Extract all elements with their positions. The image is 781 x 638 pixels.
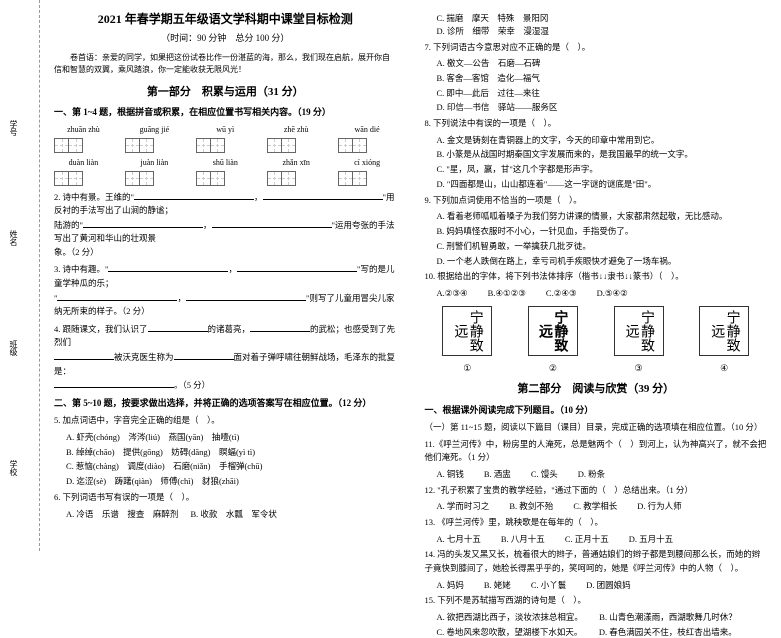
q8c: C. "星，凤，嬴，甘"这几个字都是形声字。 [437,163,768,176]
part2-header: 第二部分 阅读与欣赏（39 分） [425,381,768,398]
pinyin: zhē zhù [267,124,326,136]
pinyin-row-2: duàn liàn juàn liàn shū liàn zhǎn xīn cí… [54,157,397,169]
q14-opts: A. 妈妈 B. 姥姥 C. 小丫鬟 D. 团圆娘妈 [437,579,768,592]
question-6: 6. 下列词语书写有误的一项是（ ）。 [54,491,397,505]
q7d: D. 印信—书信 驿站——服务区 [437,101,768,114]
q9a: A. 看着老师呱呱着嗓子为我们努力讲课的情景，大家都肃然起敬，无比感动。 [437,210,768,223]
question-9: 9. 下列加点词使用不恰当的一项是（ ）。 [425,194,768,208]
q11-opts: A. 铜钱 B. 酒盅 C. 馒头 D. 粉条 [437,468,768,481]
question-8: 8. 下列说法中有误的一项是（ ）。 [425,117,768,131]
q15a: A. 欲把西湖比西子，淡妆浓抹总相宜。 B. 山青色潮漾雨，西湖歌舞几时休？ [437,611,768,624]
q9c: C. 刑警们机智勇敢，一举擒获几批歹徒。 [437,240,768,253]
question-12: 12. "孔子积累了宝贵的教学经验，"通过下面的（ ）总结出来。（1 分） [425,484,768,498]
q5-10-header: 二、第 5~10 题，按要求做出选择，并将正确的选项答案写在相应位置。（12 分… [54,397,397,411]
calli-numbers: ① ② ③ ④ [425,362,768,376]
question-5: 5. 加点词语中，字音完全正确的组是（ ）。 [54,414,397,428]
calli-2: 宁静致远 [528,306,578,356]
q5-opt-c: C. 惹恼(chàng) 调度(diào) 石磨(niǎn) 手榴弹(chū) [66,460,397,473]
pinyin: zhǎn xīn [267,157,326,169]
q8a: A. 金文是铸刻在青铜器上的文字，今天的印章中常用到它。 [437,134,768,147]
pinyin: guāng jié [125,124,184,136]
q15c: C. 卷地风来忽吹散，望湖楼下水如天。 D. 春色满园关不住，枝红杏出墙来。 [437,626,768,638]
right-column: C. 揣磨 摩天 特殊 景阳冈 D. 诊所 细带 荣幸 漫湿湿 7. 下列词语古… [411,0,781,551]
calli-3: 宁静致远 [614,306,664,356]
pinyin: duàn liàn [54,157,113,169]
binding-margin: 学号 姓名 班级 学校 [0,0,40,551]
pinyin-row-1: zhuān zhù guāng jié wū yì zhē zhù wān di… [54,124,397,136]
pinyin: juàn liàn [125,157,184,169]
calli-4: 宁静致远 [699,306,749,356]
pinyin: wū yì [196,124,255,136]
q11-15-intro: （一）第 11~15 题，阅读以下篇目（课目）目录，完成正确的选项填在相应位置。… [425,421,768,435]
question-11: 11.《呼兰河传》中，粉房里的人淹死，总是魅两个（ ）到河上，认为神高兴了，就不… [425,438,768,465]
q8d: D. "四面都是山，山山都连着"——这一字谜的谜底是"田"。 [437,178,768,191]
exam-page: 学号 姓名 班级 学校 2021 年春学期五年级语文学科期中课堂目标检测 （时间… [0,0,781,551]
tian-grid-row-2 [54,171,397,186]
intro-text: 卷首语：亲爱的同学，如果把这份试卷比作一份湛蓝的海，那么，我们现在启航，展开你自… [54,52,397,76]
label-number: 学号 [8,120,19,136]
q7c: C. 即中—此后 过往—来往 [437,87,768,100]
label-school: 学校 [8,460,19,476]
q6-opts-cd: C. 揣磨 摩天 特殊 景阳冈 D. 诊所 细带 荣幸 漫湿湿 [437,12,768,38]
q13-opts: A. 七月十五 B. 八月十五 C. 正月十五 D. 五月十五 [437,533,768,546]
part2-sub1: 一、根据课外阅读完成下列题目。（10 分） [425,404,768,418]
pinyin: wān dié [338,124,397,136]
question-15: 15. 下列不是苏轼描写西湖的诗句是（ ）。 [425,594,768,608]
tian-grid-row-1 [54,138,397,153]
question-7: 7. 下列词语古今意思对应不正确的是（ ）。 [425,41,768,55]
question-10: 10. 根据给出的字体，将下列书法体排序（楷书↓↓隶书↓↓篆书）（ ）。 [425,270,768,284]
q5-opt-a: A. 虾壳(chóng) 涔涔(liú) 燕国(yān) 抽噎(tì) [66,431,397,444]
q5-opt-b: B. 绰绰(chāo) 提供(gōng) 妨碍(dāng) 瞑蝠(yì tì) [66,446,397,459]
left-column: 2021 年春学期五年级语文学科期中课堂目标检测 （时间：90 分钟 总分 10… [40,0,411,551]
q7a: A. 檄文—公告 石磨—石碑 [437,57,768,70]
label-class: 班级 [8,340,19,356]
q5-opt-d: D. 迄涩(sè) 踌躇(qiàn) 师傅(chì) 豺狼(zhāi) [66,475,397,488]
question-3: 3. 诗中有趣。"，"写的是儿童学种瓜的乐； "，"则写了儿童用冒尖儿家纳无所束… [54,262,397,318]
q6-opts: A. 冷语 乐谱 搜查 麻醉剂 B. 收款 水瓢 军令状 [66,508,397,521]
question-13: 13. 《呼兰河传》里，跳秧歌是在每年的（ ）。 [425,516,768,530]
part1-header: 第一部分 积累与运用（31 分） [54,84,397,101]
exam-title: 2021 年春学期五年级语文学科期中课堂目标检测 [54,10,397,28]
q10-options: A.②③④ B.④①②③ C.②④③ D.⑤④② [437,287,768,300]
q9d: D. 一个老人跌倒在路上，幸亏司机手疾眼快才避免了一场车祸。 [437,255,768,268]
time-info: （时间：90 分钟 总分 100 分） [54,32,397,46]
q7b: B. 客舍—客馆 造化—福气 [437,72,768,85]
calligraphy-row: 宁静致远 宁静致远 宁静致远 宁静致远 [425,306,768,356]
pinyin: cí xióng [338,157,397,169]
q12-opts: A. 学而时习之 B. 教剑不殆 C. 教学相长 D. 行为人师 [437,500,768,513]
question-2: 2. 诗中有景。王维的"，"用反衬的手法写出了山涧的静谧； 陆游的"，"运用夸张… [54,190,397,260]
q9b: B. 妈妈嗔怪衣服时不小心，一针见血，手指受伤了。 [437,225,768,238]
question-4: 4. 跟随课文，我们认识了的诸葛亮，的武松；也感受到了先烈们 被沃克医生称为面对… [54,322,397,393]
pinyin: zhuān zhù [54,124,113,136]
q1-4-header: 一、第 1~4 题，根据拼音或积累，在相应位置书写相关内容。（19 分） [54,106,397,120]
calli-1: 宁静致远 [442,306,492,356]
pinyin: shū liàn [196,157,255,169]
label-name: 姓名 [8,230,19,246]
q8b: B. 小篆是从战国时期秦国文字发展而来的，是我国最早的统一文字。 [437,148,768,161]
question-14: 14. 冯的头发又黑又长，梳着很大的辫子，普通姑娘们的辫子都是到腰间那么长，而她… [425,548,768,575]
